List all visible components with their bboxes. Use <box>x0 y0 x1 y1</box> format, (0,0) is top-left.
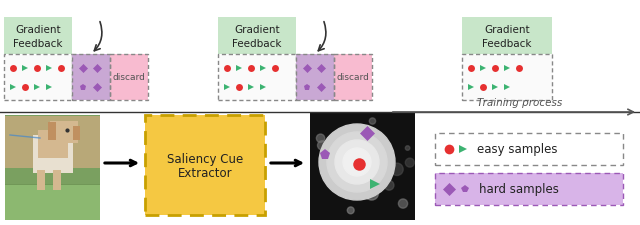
Circle shape <box>405 158 414 167</box>
Bar <box>38 130 68 158</box>
Bar <box>145 115 265 215</box>
Bar <box>435 173 623 205</box>
Bar <box>296 55 334 101</box>
Text: discard: discard <box>337 73 369 82</box>
Bar <box>48 122 56 140</box>
Text: Extractor: Extractor <box>178 167 232 180</box>
Bar <box>72 55 110 101</box>
Bar <box>5 184 100 188</box>
Bar <box>4 18 72 55</box>
Circle shape <box>376 167 382 173</box>
Bar <box>4 55 72 101</box>
Circle shape <box>317 141 327 150</box>
Bar <box>110 55 148 101</box>
Bar <box>5 185 100 220</box>
Circle shape <box>369 118 376 125</box>
Text: Gradient: Gradient <box>234 25 280 35</box>
Bar <box>435 133 623 165</box>
Circle shape <box>335 140 379 184</box>
Circle shape <box>328 165 340 178</box>
Bar <box>145 115 265 215</box>
Circle shape <box>334 161 345 172</box>
Text: Feedback: Feedback <box>232 39 282 49</box>
Bar <box>5 216 100 220</box>
Bar <box>334 55 372 101</box>
Text: Saliency Cue: Saliency Cue <box>167 152 243 165</box>
Text: easy samples: easy samples <box>477 143 557 156</box>
Circle shape <box>316 135 324 143</box>
Circle shape <box>405 146 410 151</box>
Circle shape <box>372 160 380 169</box>
Circle shape <box>343 148 371 176</box>
Bar <box>73 126 80 140</box>
Bar <box>110 55 148 101</box>
Circle shape <box>327 132 387 192</box>
Text: hard samples: hard samples <box>479 183 559 196</box>
Circle shape <box>348 207 354 214</box>
Circle shape <box>391 163 403 176</box>
Bar <box>5 200 100 204</box>
Bar <box>296 55 334 101</box>
Text: Training process: Training process <box>477 98 563 108</box>
Text: discard: discard <box>113 73 145 82</box>
Circle shape <box>365 187 378 200</box>
Text: Feedback: Feedback <box>13 39 63 49</box>
Bar <box>462 18 552 55</box>
Bar <box>462 55 552 101</box>
Circle shape <box>398 199 408 208</box>
Bar <box>5 192 100 196</box>
Bar <box>435 173 623 205</box>
Bar <box>50 122 78 143</box>
Text: Feedback: Feedback <box>483 39 532 49</box>
Bar <box>310 113 415 220</box>
Bar <box>5 117 100 168</box>
Circle shape <box>346 165 354 173</box>
Circle shape <box>319 124 395 200</box>
Bar <box>218 18 296 55</box>
Text: Gradient: Gradient <box>15 25 61 35</box>
Circle shape <box>327 138 335 147</box>
Bar <box>53 170 61 190</box>
Bar <box>218 55 296 101</box>
Bar <box>5 208 100 212</box>
Circle shape <box>355 141 362 149</box>
Bar <box>37 170 45 190</box>
Bar <box>334 55 372 101</box>
Bar <box>72 55 110 101</box>
Text: Gradient: Gradient <box>484 25 530 35</box>
Bar <box>33 135 73 173</box>
Bar <box>5 115 100 220</box>
Circle shape <box>353 176 363 187</box>
Circle shape <box>384 181 394 190</box>
